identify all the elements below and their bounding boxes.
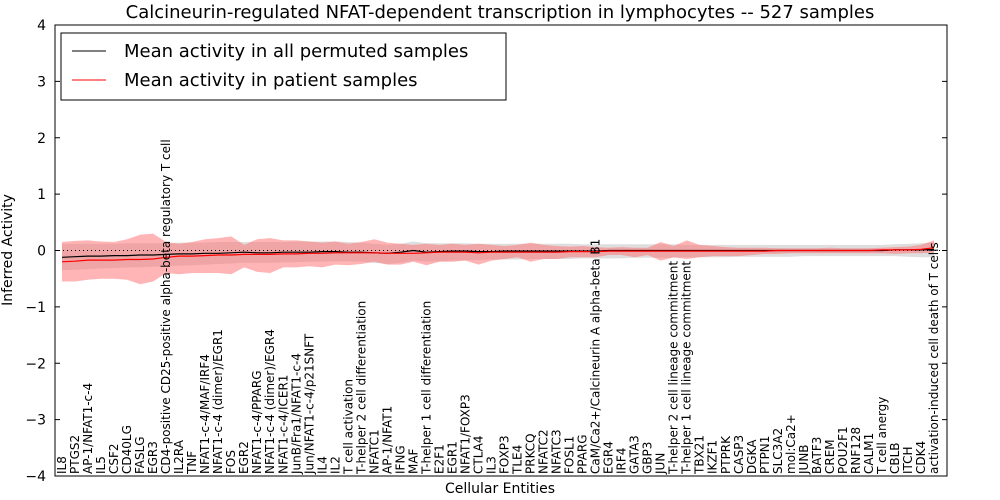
- chart-title: Calcineurin-regulated NFAT-dependent tra…: [126, 2, 875, 23]
- entity-label: EGR4: [602, 441, 616, 474]
- entity-label: JUNB: [797, 444, 811, 475]
- entity-label: CTLA4: [472, 435, 486, 474]
- series-lines: [61, 247, 935, 263]
- y-axis: −4 −3 −2 −1 0 1 2 3 4: [25, 18, 947, 485]
- y-tick-label: −3: [25, 413, 46, 429]
- entity-label: PTPRK: [719, 435, 733, 474]
- entity-label: SLC3A2: [771, 428, 785, 474]
- entity-label: MAF: [406, 448, 420, 474]
- entity-label: NFAT1/FOXP3: [459, 394, 473, 474]
- entity-label: DGKA: [745, 439, 759, 474]
- entity-label: BATF3: [810, 437, 824, 474]
- entity-label: CSF2: [107, 443, 121, 474]
- entity-label: TLE4: [511, 445, 525, 475]
- entity-label: IL5: [94, 456, 108, 474]
- entity-label: CBLB: [888, 442, 902, 474]
- y-axis-label: Inferred Activity: [0, 194, 16, 306]
- entity-label: FASLG: [133, 436, 147, 474]
- entity-label: NFAT1-c-4 (dimer)/EGR1: [211, 329, 225, 474]
- entity-label: GBP3: [641, 442, 655, 474]
- entity-label: EGR1: [445, 441, 459, 474]
- entity-label: T-helper 1 cell differentiation: [419, 301, 433, 475]
- entity-label: ITCH: [901, 446, 915, 474]
- entity-label: POU2F1: [836, 426, 850, 474]
- band-patient: [62, 233, 934, 285]
- entity-label: IL2: [328, 456, 342, 474]
- entity-label: FOXP3: [498, 435, 512, 474]
- entity-label: IRF4: [615, 448, 629, 474]
- y-tick-label: −2: [25, 356, 46, 372]
- entity-label: T-helper 2 cell differentiation: [354, 301, 368, 475]
- series-line-patient: [61, 247, 935, 263]
- entity-label: AP-1/NFAT1: [380, 406, 394, 474]
- entity-label: T cell anergy: [875, 397, 889, 475]
- entity-label: EGR3: [146, 441, 160, 474]
- entity-label: FOS: [224, 450, 238, 474]
- entity-label: IL4: [315, 456, 329, 474]
- entity-label: CREM: [823, 439, 837, 474]
- entity-label: E2F1: [432, 444, 446, 474]
- entity-label: IL3: [485, 456, 499, 474]
- entity-label: NFATC2: [537, 429, 551, 474]
- entity-label: PTPN1: [758, 436, 772, 474]
- y-tick-label: 2: [37, 131, 46, 147]
- entity-label: CALM1: [862, 433, 876, 474]
- legend-label-permuted: Mean activity in all permuted samples: [124, 41, 468, 62]
- entity-label: FOSL1: [563, 436, 577, 474]
- entity-label: GATA3: [628, 435, 642, 474]
- entity-labels: IL8 PTGS2 AP-1/NFAT1-c-4 IL5 CSF2 CD40LG FASLG…: [55, 139, 941, 475]
- y-tick-label: −1: [25, 300, 46, 316]
- entity-label: CASP3: [732, 435, 746, 474]
- entity-label: NFAT1-c-4/MAF/IRF4: [198, 354, 212, 474]
- entity-label: IFNG: [393, 445, 407, 474]
- entity-label: PRKCQ: [524, 433, 538, 474]
- entity-label: IL2RA: [172, 439, 186, 474]
- entity-label: NFATC1: [367, 429, 381, 474]
- entity-label: NFAT1-c-4/ICER1: [276, 375, 290, 474]
- entity-label: TBX21: [693, 435, 707, 475]
- entity-label: EGR2: [237, 441, 251, 474]
- legend: Mean activity in all permuted samples Me…: [60, 32, 507, 101]
- legend-box: [60, 32, 507, 101]
- entity-label: JUN: [654, 453, 668, 475]
- entity-label: NFATC3: [550, 429, 564, 474]
- entity-label: NFAT1-c-4/PPARG: [250, 370, 264, 474]
- entity-label: Jun/NFAT1-c-4/p21SNFT: [302, 333, 316, 475]
- entity-label: PPARG: [576, 434, 590, 474]
- entity-label: T-helper 1 cell lineage commitment: [680, 261, 694, 475]
- entity-label: IKZF1: [706, 440, 720, 474]
- y-tick-label: 1: [37, 187, 46, 203]
- entity-label: PTGS2: [68, 435, 82, 474]
- entity-label: T-helper 2 cell lineage commitment: [667, 261, 681, 475]
- y-tick-label: 3: [37, 74, 46, 90]
- entity-label: mol:Ca2+: [784, 414, 798, 474]
- entity-label: activation-induced cell death of T cells: [927, 242, 941, 474]
- y-tick-label: 0: [37, 244, 46, 260]
- legend-label-patient: Mean activity in patient samples: [124, 70, 418, 91]
- entity-label: RNF128: [849, 427, 863, 474]
- y-tick-label: −4: [25, 469, 46, 485]
- entity-label: NFAT1-c-4 (dimer)/EGR4: [263, 329, 277, 474]
- entity-label: TNF: [185, 451, 199, 475]
- confidence-bands: [62, 233, 934, 285]
- entity-label: JunB/Fra1/NFAT1-c-4: [289, 353, 303, 475]
- x-axis-label: Cellular Entities: [445, 481, 555, 497]
- y-tick-label: 4: [37, 18, 46, 34]
- entity-label: CD4-positive CD25-positive alpha-beta re…: [159, 139, 173, 474]
- entity-label: IL8: [55, 456, 69, 474]
- entity-label: CD40LG: [120, 425, 134, 474]
- entity-label: AP-1/NFAT1-c-4: [81, 383, 95, 474]
- entity-label: T cell activation: [341, 379, 355, 475]
- entity-label: CDK4: [914, 441, 928, 474]
- entity-label: CaM/Ca2+/Calcineurin A alpha-beta B1: [589, 239, 603, 474]
